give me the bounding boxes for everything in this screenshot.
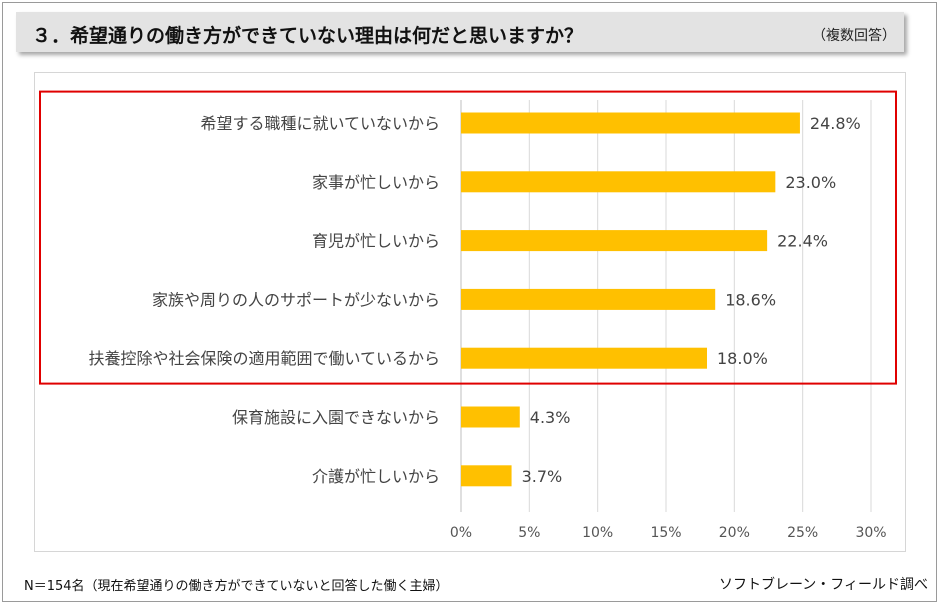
data-label: 24.8% xyxy=(810,114,861,133)
bar xyxy=(461,230,768,252)
multiple-answer-note: （複数回答） xyxy=(812,28,896,44)
x-tick-label: 25% xyxy=(787,525,818,541)
x-tick-label: 30% xyxy=(855,525,886,541)
data-label: 23.0% xyxy=(785,173,836,192)
source-credit: ソフトブレーン・フィールド調べ xyxy=(718,577,928,593)
category-label: 介護が忙しいから xyxy=(312,467,440,486)
bar xyxy=(461,465,512,487)
data-label: 3.7% xyxy=(522,467,563,486)
chart-area xyxy=(34,72,906,552)
chart-title: ３．希望通りの働き方ができていない理由は何だと思いますか？ xyxy=(32,25,584,47)
x-tick-label: 10% xyxy=(582,525,613,541)
sample-note: N＝154名（現在希望通りの働き方ができていないと回答した働く主婦） xyxy=(24,579,449,594)
category-label: 扶養控除や社会保険の適用範囲で働いているから xyxy=(88,349,440,368)
category-label: 家事が忙しいから xyxy=(312,173,440,192)
data-label: 4.3% xyxy=(530,408,571,427)
bar xyxy=(461,347,707,369)
category-label: 育児が忙しいから xyxy=(312,232,440,251)
bar xyxy=(461,112,800,134)
x-tick-label: 5% xyxy=(518,525,540,541)
highlight-box xyxy=(39,90,897,385)
data-label: 18.0% xyxy=(717,349,768,368)
x-tick-label: 20% xyxy=(719,525,750,541)
bar xyxy=(461,171,776,193)
category-label: 希望する職種に就いていないから xyxy=(200,114,440,133)
bar xyxy=(461,406,520,428)
x-tick-label: 15% xyxy=(650,525,681,541)
data-label: 18.6% xyxy=(725,290,776,309)
bar xyxy=(461,288,716,310)
data-label: 22.4% xyxy=(777,232,828,251)
x-tick-label: 0% xyxy=(450,525,472,541)
category-label: 保育施設に入園できないから xyxy=(232,408,440,427)
title-bar: ３．希望通りの働き方ができていない理由は何だと思いますか？ （複数回答） xyxy=(16,12,904,52)
category-label: 家族や周りの人のサポートが少ないから xyxy=(152,290,440,309)
